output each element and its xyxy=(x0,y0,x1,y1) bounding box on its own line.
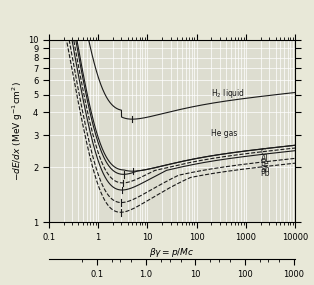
Text: Sn: Sn xyxy=(261,165,270,174)
X-axis label: Muon momentum (GeV/$c$): Muon momentum (GeV/$c$) xyxy=(113,284,231,285)
Text: Pb: Pb xyxy=(261,170,270,178)
Text: Fe: Fe xyxy=(261,159,269,168)
Text: C: C xyxy=(261,148,266,157)
X-axis label: $\beta\gamma = p/Mc$: $\beta\gamma = p/Mc$ xyxy=(149,246,195,259)
Text: H$_2$ liquid: H$_2$ liquid xyxy=(211,87,246,100)
Text: Al: Al xyxy=(261,154,268,163)
Text: He gas: He gas xyxy=(211,129,238,139)
Y-axis label: $-dE/dx$ (MeV g$^{-1}$cm$^2$): $-dE/dx$ (MeV g$^{-1}$cm$^2$) xyxy=(11,81,25,181)
